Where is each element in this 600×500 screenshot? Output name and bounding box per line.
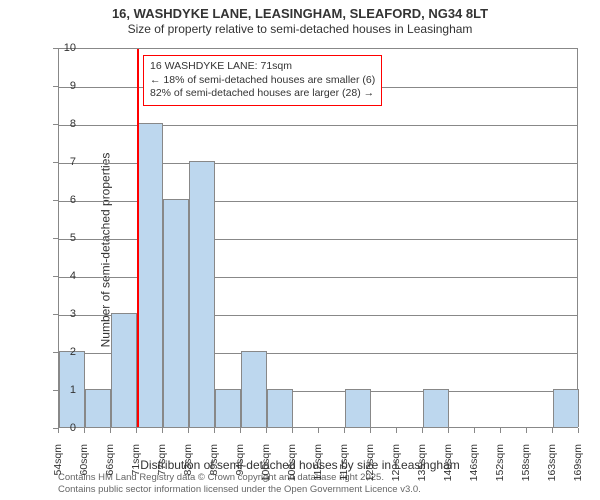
histogram-bar [163,199,188,427]
x-tick-label: 71sqm [130,444,142,492]
chart-subtitle: Size of property relative to semi-detach… [0,22,600,36]
x-tick-label: 152sqm [494,444,506,492]
histogram-chart: { "title": "16, WASHDYKE LANE, LEASINGHA… [0,0,600,500]
y-tick-label: 9 [70,80,76,92]
annotation-line: ← 18% of semi-detached houses are smalle… [150,74,375,88]
histogram-bar [85,389,110,427]
annotation-box: 16 WASHDYKE LANE: 71sqm← 18% of semi-det… [143,55,382,106]
chart-title: 16, WASHDYKE LANE, LEASINGHAM, SLEAFORD,… [0,6,600,21]
histogram-bar [111,313,136,427]
histogram-bar [189,161,214,427]
histogram-bar [345,389,370,427]
x-tick-label: 117sqm [338,444,350,492]
x-tick-label: 169sqm [572,444,584,492]
y-tick-label: 2 [70,346,76,358]
x-tick-label: 60sqm [78,444,90,492]
histogram-bar [267,389,292,427]
y-tick-label: 8 [70,118,76,130]
x-tick-label: 140sqm [442,444,454,492]
y-tick-label: 10 [64,42,76,54]
x-tick-label: 66sqm [104,444,116,492]
histogram-bar [241,351,266,427]
annotation-line: 82% of semi-detached houses are larger (… [150,87,375,101]
x-tick-label: 94sqm [234,444,246,492]
y-tick-label: 5 [70,232,76,244]
x-tick-label: 89sqm [208,444,220,492]
plot-area: 16 WASHDYKE LANE: 71sqm← 18% of semi-det… [58,48,578,428]
x-tick-label: 146sqm [468,444,480,492]
x-tick-label: 158sqm [520,444,532,492]
x-tick-label: 163sqm [546,444,558,492]
x-tick-label: 135sqm [416,444,428,492]
reference-line [137,49,139,427]
y-tick-label: 7 [70,156,76,168]
y-tick-label: 4 [70,270,76,282]
x-tick-label: 77sqm [156,444,168,492]
y-tick-label: 1 [70,384,76,396]
x-axis-label: Distribution of semi-detached houses by … [0,458,600,472]
x-tick-label: 123sqm [364,444,376,492]
y-tick-label: 6 [70,194,76,206]
y-tick-label: 3 [70,308,76,320]
annotation-line: 16 WASHDYKE LANE: 71sqm [150,60,375,74]
x-tick-label: 83sqm [182,444,194,492]
histogram-bar [423,389,448,427]
x-tick-label: 112sqm [312,444,324,492]
x-tick-label: 100sqm [260,444,272,492]
y-tick-label: 0 [70,422,76,434]
histogram-bar [215,389,240,427]
x-tick-label: 106sqm [286,444,298,492]
histogram-bar [137,123,162,427]
x-tick-label: 54sqm [52,444,64,492]
histogram-bar [553,389,578,427]
x-tick-label: 129sqm [390,444,402,492]
